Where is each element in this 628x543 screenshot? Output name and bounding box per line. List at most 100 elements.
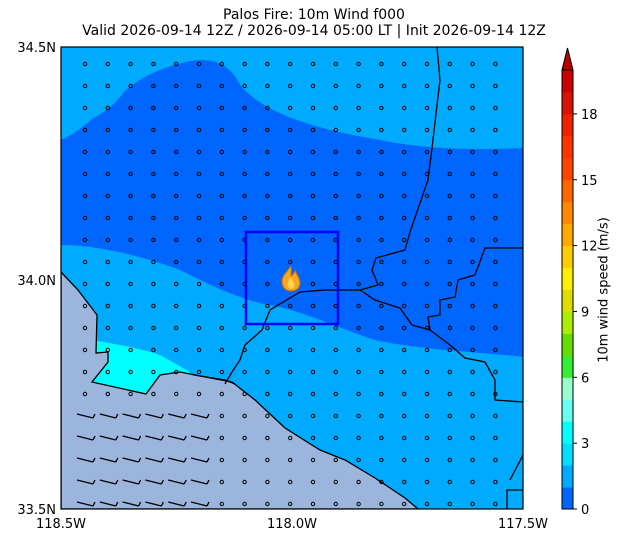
wind-barb [168, 413, 185, 419]
calm-wind-circle [470, 347, 475, 353]
calm-wind-circle [333, 215, 338, 221]
calm-wind-circle [424, 435, 430, 441]
calm-wind-circle [196, 171, 202, 177]
colorbar-tick-label: 15 [581, 174, 598, 189]
colorbar-segment [562, 333, 573, 356]
calm-wind-circle [379, 149, 384, 155]
wind-barb-tick [160, 479, 164, 485]
calm-wind-circle [493, 83, 498, 89]
calm-wind-circle [105, 193, 111, 199]
wind-barb [122, 413, 139, 419]
calm-wind-circle [424, 215, 430, 221]
calm-wind-circle [82, 259, 88, 265]
calm-wind-circle [310, 413, 316, 419]
calm-wind-circle [82, 281, 88, 287]
calm-wind-circle [447, 83, 452, 89]
calm-wind-circle [219, 303, 225, 309]
calm-wind-circle [174, 237, 179, 243]
calm-wind-circle [356, 215, 361, 221]
colorbar-extend-arrow [561, 47, 574, 71]
calm-wind-circle [105, 303, 111, 309]
wind-barb [99, 413, 116, 419]
calm-wind-circle [196, 215, 202, 221]
colorbar-segment [562, 311, 573, 334]
calm-wind-circle [356, 259, 361, 265]
calm-wind-circle [493, 413, 498, 419]
calm-wind-circle [288, 105, 293, 111]
wind-barb [99, 457, 116, 463]
calm-wind-circle [424, 413, 430, 419]
calm-wind-circle [402, 281, 407, 287]
calm-wind-circle [310, 281, 316, 287]
colorbar-tick-label: 0 [581, 503, 589, 518]
calm-wind-circle [379, 105, 384, 111]
calm-wind-circle [82, 369, 88, 375]
calm-wind-circle [493, 171, 498, 177]
wind-barb-tick [115, 501, 119, 507]
calm-wind-circle [174, 127, 179, 133]
wind-barb [76, 501, 94, 507]
wind-barb-tick [183, 479, 187, 485]
calm-wind-circle [424, 127, 430, 133]
wind-barb [190, 457, 208, 463]
calm-wind-circle [424, 325, 430, 331]
wind-barb [168, 435, 185, 441]
calm-wind-circle [265, 303, 270, 309]
calm-wind-circle [379, 127, 384, 133]
calm-wind-circle [424, 237, 430, 243]
calm-wind-circle [402, 127, 407, 133]
calm-wind-circle [288, 457, 293, 463]
calm-wind-circle [424, 347, 430, 353]
colorbar-tick-label: 6 [581, 371, 589, 386]
calm-wind-circle [128, 325, 133, 331]
colorbar-segment [562, 201, 573, 225]
map-title: Palos Fire: 10m Wind f000 [223, 7, 405, 23]
calm-wind-circle [105, 391, 111, 397]
calm-wind-circle [402, 83, 407, 89]
calm-wind-circle [128, 83, 133, 89]
wind-barb-tick [206, 479, 210, 485]
calm-wind-circle [242, 171, 247, 177]
wind-barb-tick [92, 479, 96, 485]
wind-barb-tick [92, 457, 96, 463]
calm-wind-circle [265, 259, 270, 265]
calm-wind-circle [356, 193, 361, 199]
wind-barb-tick [115, 457, 119, 463]
calm-wind-circle [402, 303, 407, 309]
wind-symbol-layer [76, 61, 498, 507]
calm-wind-circle [310, 435, 316, 441]
lon-tick-label: 118.5W [36, 517, 86, 532]
calm-wind-circle [151, 281, 156, 287]
calm-wind-circle [402, 413, 407, 419]
calm-wind-circle [151, 347, 156, 353]
calm-wind-circle [424, 303, 430, 309]
calm-wind-circle [265, 215, 270, 221]
wind-barb [145, 457, 162, 463]
calm-wind-circle [402, 325, 407, 331]
calm-wind-circle [82, 105, 88, 111]
colorbar-segment [562, 245, 573, 269]
calm-wind-circle [447, 61, 452, 67]
calm-wind-circle [402, 347, 407, 353]
calm-wind-circle [310, 391, 316, 397]
calm-wind-circle [310, 303, 316, 309]
calm-wind-circle [174, 61, 179, 67]
calm-wind-circle [470, 369, 475, 375]
calm-wind-circle [493, 259, 498, 265]
wind-barb [145, 435, 162, 441]
calm-wind-circle [379, 369, 384, 375]
wind-barb-tick [206, 457, 210, 463]
calm-wind-circle [310, 61, 316, 67]
wind-barb-tick [183, 457, 187, 463]
calm-wind-circle [379, 61, 384, 67]
calm-wind-circle [265, 347, 270, 353]
calm-wind-circle [379, 83, 384, 89]
calm-wind-circle [151, 171, 156, 177]
calm-wind-circle [242, 369, 247, 375]
calm-wind-circle [310, 479, 316, 485]
wind-barb-tick [138, 479, 142, 485]
calm-wind-circle [402, 237, 407, 243]
calm-wind-circle [333, 105, 338, 111]
calm-wind-circle [493, 193, 498, 199]
calm-wind-circle [174, 391, 179, 397]
